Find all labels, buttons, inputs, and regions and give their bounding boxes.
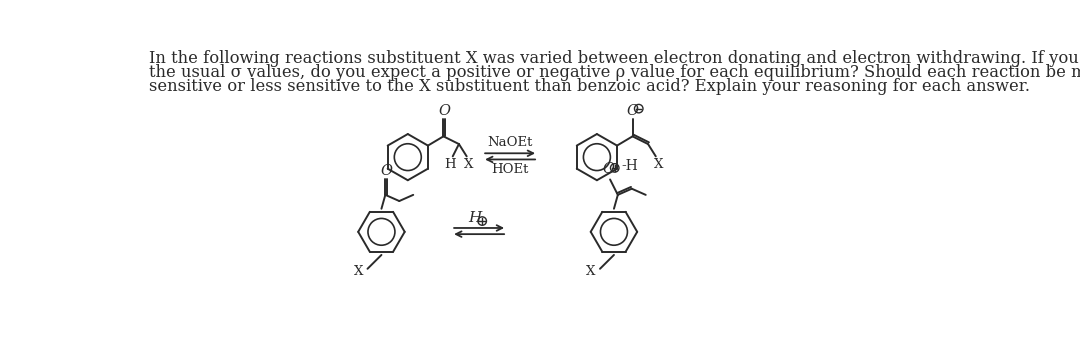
Text: O: O (626, 104, 638, 118)
Text: HOEt: HOEt (491, 163, 529, 176)
Text: X: X (586, 265, 595, 278)
Text: O: O (438, 104, 450, 118)
Text: -H: -H (622, 159, 638, 172)
Text: X: X (464, 158, 474, 171)
Text: O: O (603, 162, 615, 176)
Text: X: X (353, 265, 363, 278)
Text: the usual σ values, do you expect a positive or negative ρ value for each equili: the usual σ values, do you expect a posi… (149, 64, 1080, 81)
Text: In the following reactions substituent X was varied between electron donating an: In the following reactions substituent X… (149, 50, 1080, 67)
Text: O: O (380, 164, 392, 178)
Text: H: H (445, 158, 456, 171)
Text: H: H (469, 211, 482, 225)
Text: sensitive or less sensitive to the X substituent than benzoic acid? Explain your: sensitive or less sensitive to the X sub… (149, 78, 1030, 95)
Text: X: X (653, 158, 663, 171)
Text: NaOEt: NaOEt (487, 136, 532, 150)
